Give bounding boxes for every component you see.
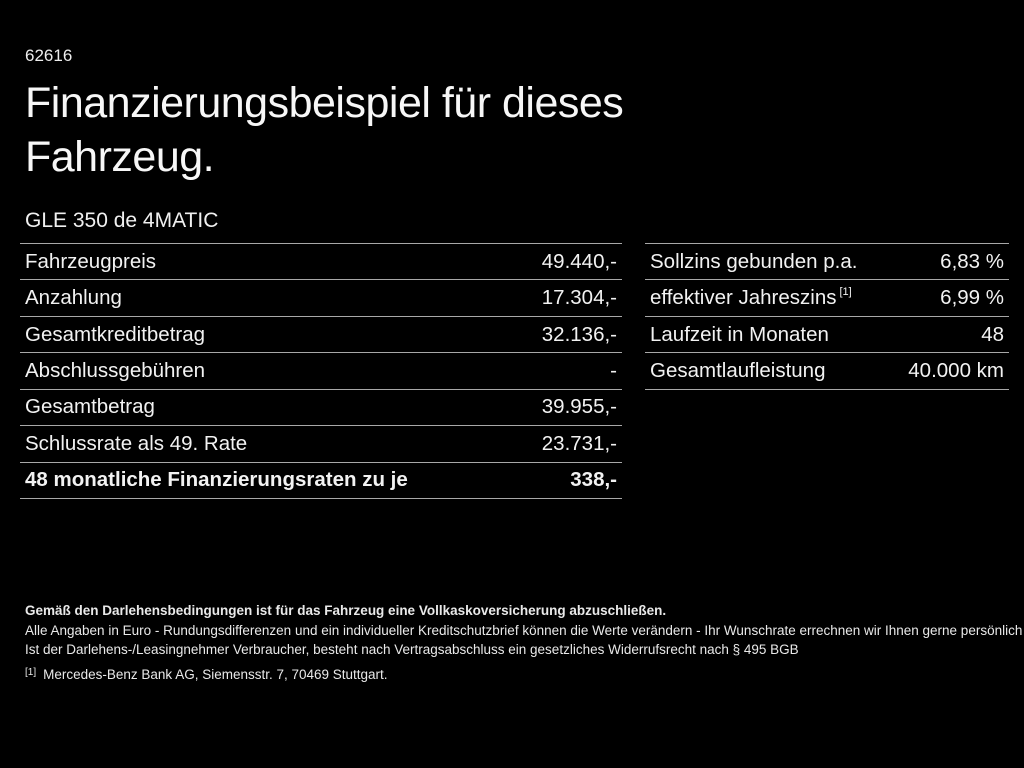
footnote-bank-text: Mercedes-Benz Bank AG, Siemensstr. 7, 70… — [43, 667, 388, 682]
table-row: Anzahlung 17.304,- — [20, 279, 622, 315]
row-value: 6,83 % — [940, 249, 1004, 273]
table-row: Laufzeit in Monaten 48 — [645, 315, 1009, 352]
table-row: Gesamtkreditbetrag 32.136,- — [20, 315, 622, 352]
row-label: Schlussrate als 49. Rate — [25, 431, 248, 455]
document-number: 62616 — [25, 46, 73, 65]
footnote-disclaimer: Alle Angaben in Euro - Rundungsdifferenz… — [25, 623, 1023, 638]
row-value: 23.731,- — [541, 431, 617, 455]
table-row: 48 monatliche Finanzierungsraten zu je 33… — [20, 461, 622, 498]
row-label: Abschlussgebühren — [25, 358, 206, 382]
financing-terms-table: Sollzins gebunden p.a. 6,83 % effektiver J… — [645, 243, 1009, 390]
row-label: Laufzeit in Monaten — [650, 322, 829, 346]
table-row: Gesamtlaufleistung 40.000 km — [645, 352, 1009, 388]
row-value: 40.000 km — [908, 358, 1004, 382]
table-row: Fahrzeugpreis 49.440,- — [20, 243, 622, 279]
footnote-insurance: Gemäß den Darlehensbedingungen ist für d… — [25, 603, 667, 618]
row-value: 49.440,- — [541, 249, 617, 273]
page-title: Finanzierungsbeispiel für dieses Fahrzeu… — [25, 79, 624, 181]
vehicle-model: GLE 350 de 4MATIC — [25, 209, 219, 232]
footnote-bank-reference: [1] Mercedes-Benz Bank AG, Siemensstr. 7,… — [25, 666, 1005, 686]
row-value: 338,- — [570, 468, 617, 492]
row-label: Gesamtlaufleistung — [650, 358, 826, 382]
financing-cost-table: Fahrzeugpreis 49.440,- Anzahlung 17.304,- Ge… — [20, 243, 622, 499]
row-label: Sollzins gebunden p.a. — [650, 249, 858, 273]
row-label: 48 monatliche Finanzierungsraten zu je — [25, 468, 408, 492]
row-label: Gesamtbetrag — [25, 395, 155, 419]
row-value: - — [610, 358, 617, 382]
table-row: Gesamtbetrag 39.955,- — [20, 388, 622, 425]
row-label: Anzahlung — [25, 286, 122, 310]
row-label: effektiver Jahreszins [1] — [650, 286, 852, 310]
table-row: Sollzins gebunden p.a. 6,83 % — [645, 243, 1009, 279]
row-label: Fahrzeugpreis — [25, 249, 157, 273]
row-value: 39.955,- — [541, 395, 617, 419]
row-value: 32.136,- — [541, 322, 617, 346]
row-value: 48 — [981, 322, 1004, 346]
row-value: 17.304,- — [541, 286, 617, 310]
footnote-marker: [1] — [839, 286, 852, 299]
row-value: 6,99 % — [940, 286, 1004, 310]
table-row: Schlussrate als 49. Rate 23.731,- — [20, 425, 622, 461]
table-row: Abschlussgebühren - — [20, 352, 622, 388]
table-row: effektiver Jahreszins [1] 6,99 % — [645, 279, 1009, 315]
footnote-marker: [1] — [25, 667, 37, 678]
row-label: Gesamtkreditbetrag — [25, 322, 206, 346]
footnote-withdrawal-right: Ist der Darlehens-/Leasingnehmer Verbrau… — [25, 642, 799, 657]
